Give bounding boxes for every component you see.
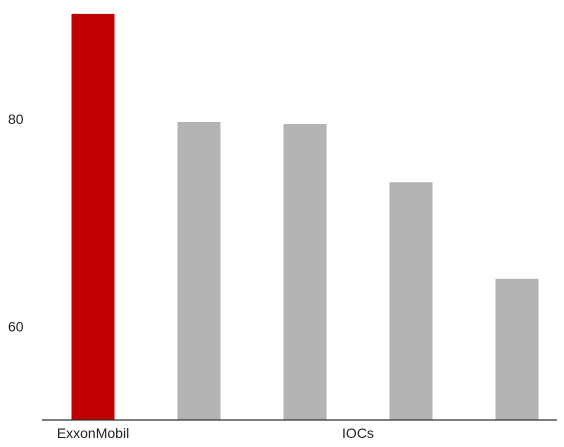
- bar-2: [283, 124, 327, 420]
- y-tick-label-0: 60: [8, 319, 24, 335]
- x-group-label-0: ExxonMobil: [57, 425, 129, 441]
- y-tick-label-1: 80: [8, 111, 24, 127]
- bar-0: [71, 13, 115, 421]
- bar-3: [389, 182, 433, 420]
- x-group-label-1: IOCs: [342, 425, 374, 441]
- bar-1: [177, 122, 221, 420]
- bar-4: [495, 278, 539, 420]
